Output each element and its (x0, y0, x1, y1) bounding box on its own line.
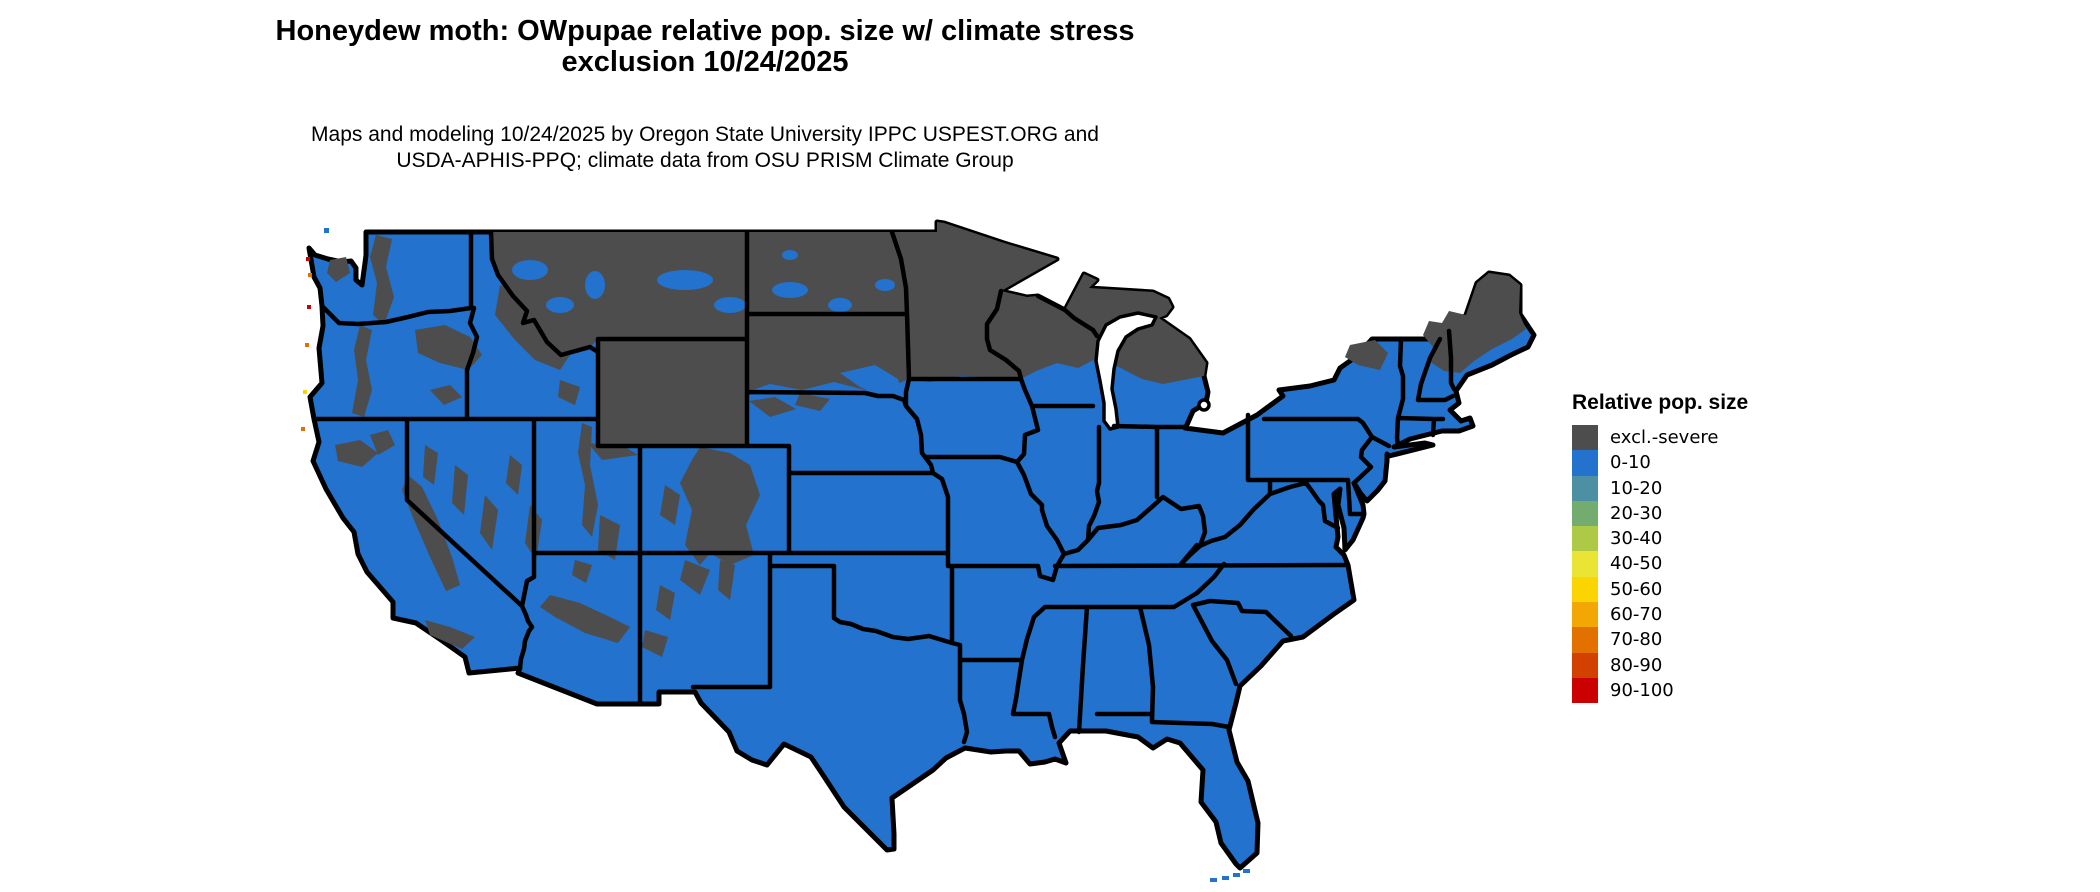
exclusion-ne-panhandle-2 (795, 393, 830, 411)
blue-patch-mt-1 (512, 260, 548, 280)
legend-swatch (1572, 627, 1598, 653)
legend-item: 0-10 (1572, 450, 1748, 476)
legend-item-label: 90-100 (1610, 679, 1674, 701)
legend-item-label: 50-60 (1610, 578, 1663, 600)
state-borders-layer (311, 229, 1457, 745)
lakes-layer (1094, 311, 1211, 431)
us-map-svg (301, 219, 1537, 882)
coast-hotspot-orange-1 (308, 273, 312, 277)
florida-keys-2 (1233, 873, 1240, 877)
map-title-line1: Honeydew moth: OWpupae relative pop. siz… (275, 15, 1135, 47)
legend-item-label: 30-40 (1610, 528, 1663, 550)
map-subtitle-line2: USDA-APHIS-PPQ; climate data from OSU PR… (396, 149, 1014, 172)
blue-patch-nd-2 (782, 250, 798, 260)
blue-patch-nd-1 (875, 279, 895, 291)
legend-swatch (1572, 475, 1598, 501)
exclusion-nv-3 (480, 495, 498, 550)
legend: Relative pop. size excl.-severe 0-10 10-20… (1572, 391, 1749, 704)
exclusion-nv-4 (506, 455, 522, 495)
legend-item: 70-80 (1572, 627, 1748, 653)
state-borders (311, 229, 1457, 745)
strait-speck (324, 228, 329, 233)
legend-swatch (1572, 450, 1598, 476)
legend-items: excl.-severe 0-10 10-20 20-30 30-40 40-50 50-6… (1572, 425, 1748, 704)
legend-item-label: 60-70 (1610, 604, 1663, 626)
legend-swatch (1572, 500, 1598, 527)
blue-patch-mt-4 (657, 270, 713, 290)
legend-item: excl.-severe (1572, 425, 1748, 451)
blue-patch-mt-3 (585, 271, 605, 299)
legend-item-label: 70-80 (1610, 629, 1663, 651)
legend-item-label: 10-20 (1610, 477, 1663, 499)
coast-hotspot-red-2 (307, 305, 311, 309)
lake-michigan (1094, 311, 1158, 431)
legend-item-label: 0-10 (1610, 452, 1651, 474)
legend-title: Relative pop. size (1572, 391, 1749, 414)
legend-item-label: 20-30 (1610, 502, 1663, 524)
exclusion-blue-mountains (415, 325, 482, 370)
legend-swatch (1572, 677, 1598, 704)
legend-item: 60-70 (1572, 602, 1748, 628)
exclusion-or-cascades (352, 325, 372, 417)
legend-item-label: 80-90 (1610, 654, 1663, 676)
exclusion-nm-west (656, 585, 675, 620)
hotspot-dots-layer (301, 228, 1250, 882)
map-subtitle-line1: Maps and modeling 10/24/2025 by Oregon S… (311, 123, 1099, 146)
legend-item: 30-40 (1572, 526, 1748, 552)
legend-item-label: excl.-severe (1610, 427, 1719, 448)
legend-swatch (1572, 425, 1598, 451)
exclusion-sangre-de-cristo (718, 560, 735, 600)
exclusion-wa-cascades (370, 235, 394, 325)
exclusion-nv-2 (452, 465, 468, 515)
exclusion-sierra-nevada (402, 475, 460, 591)
exclusion-steens (430, 385, 462, 405)
lake-st-clair (1197, 398, 1211, 412)
exclusion-ne-california (370, 430, 395, 455)
florida-keys-4 (1210, 878, 1217, 882)
legend-item: 40-50 (1572, 551, 1748, 577)
exclusion-nv-1 (423, 445, 438, 485)
blue-patch-mt-2 (546, 297, 574, 313)
exclusion-klamath (335, 440, 378, 467)
legend-swatch (1572, 602, 1598, 628)
coast-hotspot-red-1 (306, 257, 310, 261)
coast-hotspot-orange-3 (301, 427, 305, 431)
legend-item: 80-90 (1572, 652, 1748, 678)
map-title: Honeydew moth: OWpupae relative pop. siz… (0, 16, 1410, 78)
blue-patch-mt-7 (828, 298, 852, 312)
legend-swatch (1572, 551, 1598, 577)
exclusion-mogollon (540, 595, 630, 643)
exclusion-kaibab (572, 560, 592, 583)
map-subtitle: Maps and modeling 10/24/2025 by Oregon S… (0, 122, 1410, 174)
legend-item: 20-30 (1572, 500, 1748, 527)
legend-swatch (1572, 526, 1598, 552)
blue-patch-mt-5 (714, 297, 746, 313)
legend-item: 50-60 (1572, 576, 1748, 603)
exclusion-utah-plateau (598, 515, 620, 560)
legend-item: 90-100 (1572, 677, 1748, 704)
exclusion-co-mesas (660, 485, 680, 525)
exclusion-ne-panhandle-1 (749, 397, 796, 417)
exclusion-wasatch (578, 423, 598, 537)
florida-keys-1 (1243, 869, 1250, 873)
legend-item: 10-20 (1572, 475, 1748, 501)
blue-patch-mt-6 (772, 282, 808, 298)
map-title-line2: exclusion 10/24/2025 (561, 46, 849, 78)
exclusion-olympics (327, 257, 350, 282)
legend-swatch (1572, 652, 1598, 678)
exclusion-socal-ranges (425, 620, 475, 649)
exclusion-san-juans (680, 560, 710, 595)
exclusion-gila (642, 630, 668, 657)
coast-hotspot-yellow-1 (303, 390, 307, 394)
coast-hotspot-orange-2 (305, 343, 309, 347)
exclusion-se-idaho (558, 380, 580, 405)
legend-swatch (1572, 576, 1598, 603)
exclusion-adirondacks (1345, 340, 1388, 370)
florida-keys-3 (1222, 876, 1229, 880)
legend-item-label: 40-50 (1610, 553, 1663, 575)
exclusion-colorado-rockies (680, 447, 760, 565)
us-risk-map (230, 165, 1560, 892)
